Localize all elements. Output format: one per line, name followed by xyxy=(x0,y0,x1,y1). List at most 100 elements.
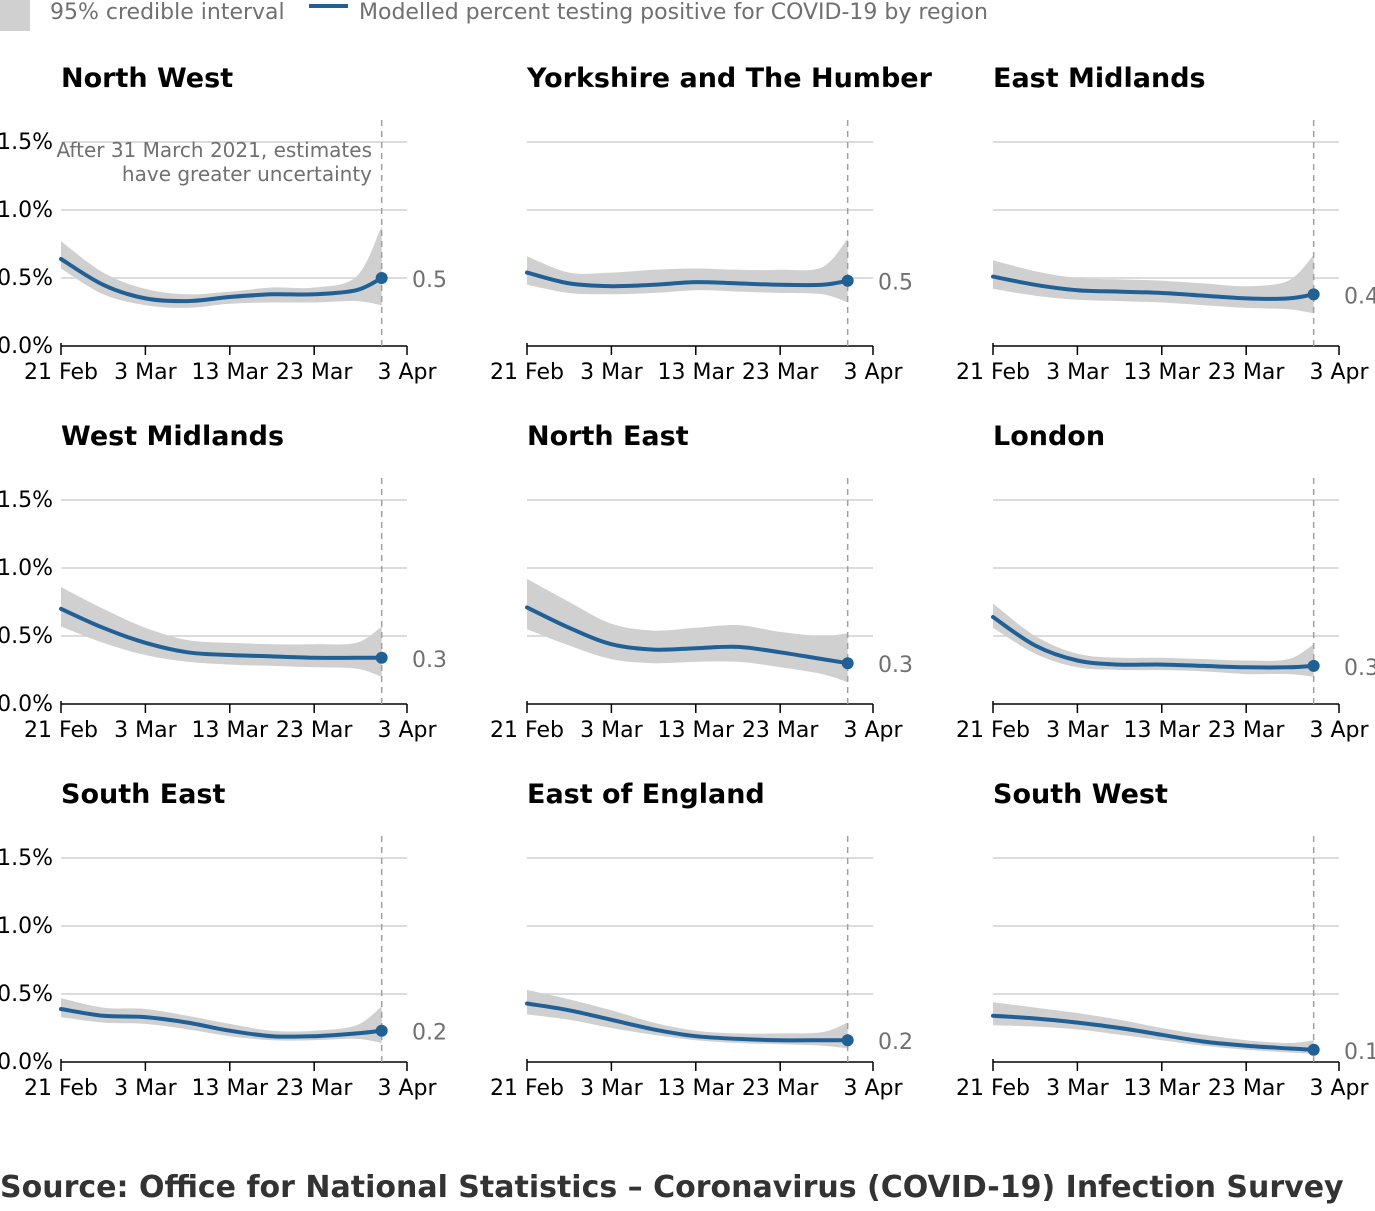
panel-east-midlands: East Midlands 21 Feb 3 Mar 13 Mar 23 Mar 3 Ap… xyxy=(956,63,1375,385)
x-tick-label: 21 Feb xyxy=(24,1076,98,1101)
x-tick-label: 23 Mar xyxy=(1208,1076,1285,1101)
credible-interval-band xyxy=(527,989,848,1049)
credible-interval-band xyxy=(993,1002,1314,1054)
source-note: Source: Office for National Statistics –… xyxy=(0,1170,1344,1205)
latest-estimate-point xyxy=(375,1024,388,1037)
x-tick-label: 3 Apr xyxy=(843,360,903,385)
annotation-line-1: After 31 March 2021, estimates xyxy=(56,138,372,162)
x-tick-label: 3 Mar xyxy=(580,1076,643,1101)
x-tick-label: 13 Mar xyxy=(1124,718,1201,743)
credible-interval-band xyxy=(527,238,848,303)
x-tick-label: 13 Mar xyxy=(1124,1076,1201,1101)
y-tick-label: 1.0% xyxy=(0,556,53,581)
latest-estimate-label: 0.5 xyxy=(878,271,913,296)
x-tick-label: 3 Apr xyxy=(377,718,437,743)
y-tick-label: 1.5% xyxy=(0,488,53,513)
latest-estimate-label: 0.1 xyxy=(1344,1040,1375,1065)
x-tick-label: 21 Feb xyxy=(490,360,564,385)
x-tick-label: 21 Feb xyxy=(24,360,98,385)
credible-interval-band xyxy=(61,587,382,677)
credible-interval-band xyxy=(61,998,382,1043)
panel-title: South East xyxy=(61,779,225,810)
estimate-line xyxy=(525,605,850,666)
chart-panels: North West 0.0% 0.5% 1.0% 1.5% 21 Feb 3 Mar 13 … xyxy=(0,63,1375,1101)
uncertainty-annotation: After 31 March 2021, estimates have grea… xyxy=(56,138,372,186)
estimate-line xyxy=(991,274,1316,301)
x-tick-label: 23 Mar xyxy=(1208,360,1285,385)
x-tick-label: 3 Apr xyxy=(1309,718,1369,743)
x-tick-label: 3 Mar xyxy=(114,1076,177,1101)
x-tick-label: 21 Feb xyxy=(490,1076,564,1101)
panel-title: North East xyxy=(527,421,689,452)
x-tick-label: 3 Apr xyxy=(843,718,903,743)
panel-title: South West xyxy=(993,779,1168,810)
panel-london: London 21 Feb 3 Mar 13 Mar 23 Mar 3 Apr 0.3 xyxy=(956,421,1375,743)
x-tick-label: 3 Mar xyxy=(580,718,643,743)
x-tick-label: 3 Mar xyxy=(1046,1076,1109,1101)
x-tick-label: 3 Apr xyxy=(843,1076,903,1101)
latest-estimate-point xyxy=(1307,288,1320,301)
latest-estimate-label: 0.3 xyxy=(412,648,447,673)
x-tick-label: 21 Feb xyxy=(956,360,1030,385)
x-tick-label: 3 Mar xyxy=(114,360,177,385)
x-tick-label: 13 Mar xyxy=(658,360,735,385)
panel-south-east: South East 0.0% 0.5% 1.0% 1.5% 21 Feb 3 Mar 13 … xyxy=(0,779,447,1101)
credible-interval-band xyxy=(61,226,382,308)
y-tick-label: 0.0% xyxy=(0,692,53,717)
x-tick-label: 13 Mar xyxy=(192,1076,269,1101)
latest-estimate-label: 0.2 xyxy=(412,1021,447,1046)
x-tick-label: 13 Mar xyxy=(192,360,269,385)
legend-line-label: Modelled percent testing positive for CO… xyxy=(359,0,988,25)
legend: 95% credible interval Modelled percent t… xyxy=(0,0,988,31)
y-tick-label: 0.0% xyxy=(0,334,53,359)
panel-title: East of England xyxy=(527,779,765,810)
panel-north-west: North West 0.0% 0.5% 1.0% 1.5% 21 Feb 3 Mar 13 … xyxy=(0,63,447,385)
x-tick-label: 3 Mar xyxy=(114,718,177,743)
credible-interval-band xyxy=(527,578,848,683)
estimate-line xyxy=(525,1001,850,1043)
panel-north-east: North East 21 Feb 3 Mar 13 Mar 23 Mar 3 Apr 0.… xyxy=(490,421,913,743)
legend-band-label: 95% credible interval xyxy=(50,0,285,25)
estimate-line xyxy=(59,1007,384,1039)
legend-band-swatch xyxy=(0,0,30,31)
x-tick-label: 21 Feb xyxy=(956,1076,1030,1101)
x-tick-label: 3 Apr xyxy=(377,1076,437,1101)
latest-estimate-label: 0.3 xyxy=(1344,656,1375,681)
y-tick-label: 0.0% xyxy=(0,1050,53,1075)
latest-estimate-point xyxy=(841,657,854,670)
x-tick-label: 13 Mar xyxy=(658,1076,735,1101)
estimate-line xyxy=(991,615,1316,670)
x-tick-label: 3 Mar xyxy=(1046,718,1109,743)
latest-estimate-label: 0.5 xyxy=(412,268,447,293)
estimate-line xyxy=(59,257,384,304)
panel-title: North West xyxy=(61,63,233,94)
latest-estimate-point xyxy=(841,1034,854,1047)
x-tick-label: 3 Apr xyxy=(1309,1076,1369,1101)
x-tick-label: 3 Mar xyxy=(580,360,643,385)
x-tick-label: 3 Apr xyxy=(377,360,437,385)
x-tick-label: 21 Feb xyxy=(956,718,1030,743)
x-tick-label: 3 Mar xyxy=(1046,360,1109,385)
y-tick-label: 1.0% xyxy=(0,198,53,223)
latest-estimate-label: 0.2 xyxy=(878,1030,913,1055)
latest-estimate-point xyxy=(375,272,388,284)
y-tick-label: 1.0% xyxy=(0,914,53,939)
x-tick-label: 13 Mar xyxy=(658,718,735,743)
panel-title: West Midlands xyxy=(61,421,284,452)
x-tick-label: 23 Mar xyxy=(742,1076,819,1101)
latest-estimate-point xyxy=(375,651,388,664)
panel-yorkshire-and-the-humber: Yorkshire and The Humber 21 Feb 3 Mar 13 Ma… xyxy=(490,63,933,385)
y-tick-label: 0.5% xyxy=(0,624,53,649)
x-tick-label: 13 Mar xyxy=(192,718,269,743)
panel-title: East Midlands xyxy=(993,63,1206,94)
panel-title: Yorkshire and The Humber xyxy=(526,63,933,94)
estimate-line xyxy=(59,606,384,660)
panel-title: London xyxy=(993,421,1105,452)
x-tick-label: 23 Mar xyxy=(276,360,353,385)
x-tick-label: 3 Apr xyxy=(1309,360,1369,385)
estimate-line xyxy=(525,270,850,289)
latest-estimate-label: 0.4 xyxy=(1344,284,1375,309)
y-tick-label: 1.5% xyxy=(0,130,53,155)
panel-east-of-england: East of England 21 Feb 3 Mar 13 Mar 23 Mar 3 … xyxy=(490,779,913,1101)
